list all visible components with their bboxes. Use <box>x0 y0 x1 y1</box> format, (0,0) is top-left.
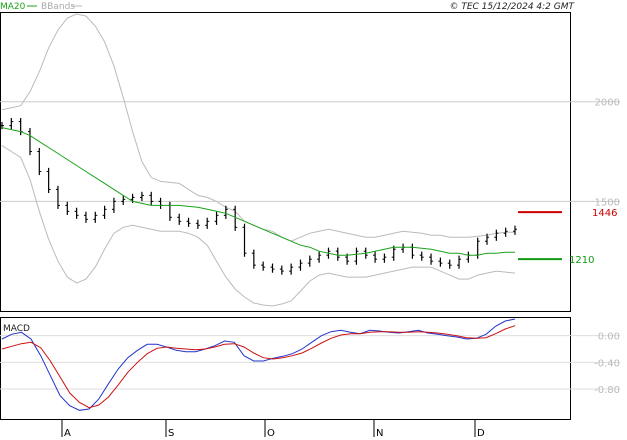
macd-panel-title: MACD <box>3 324 30 334</box>
x-tick-label: O <box>267 428 275 439</box>
macd-y-tick-label: 0.00 <box>598 332 620 343</box>
price-y-tick-label: 2000 <box>595 98 620 109</box>
copyright-notice: © TEC 15/12/2024 4:2 GMT <box>449 2 575 12</box>
macd-y-tick-label: -0.40 <box>594 358 620 369</box>
macd-macd-line <box>1 318 516 411</box>
price-panel-frame <box>0 12 571 312</box>
macd-y-tick-label: -0.80 <box>594 385 620 396</box>
x-tick-label: S <box>168 428 174 439</box>
macd-signal-line <box>1 325 516 409</box>
level-label-1446: 1446 <box>592 208 617 219</box>
level-label-1210: 1210 <box>569 255 594 266</box>
price-y-tick-label: 1500 <box>595 197 620 208</box>
x-tick-label: N <box>376 428 383 439</box>
bband-lower-line <box>1 145 516 307</box>
ma20-line <box>1 127 515 256</box>
x-tick-label: D <box>477 428 485 439</box>
legend-bbands-label: BBands <box>41 2 75 12</box>
chart-legend: MA20 BBands <box>0 2 82 12</box>
x-tick-label: A <box>64 428 71 439</box>
macd-panel-frame <box>0 317 571 420</box>
legend-ma20-label: MA20 <box>0 2 26 12</box>
